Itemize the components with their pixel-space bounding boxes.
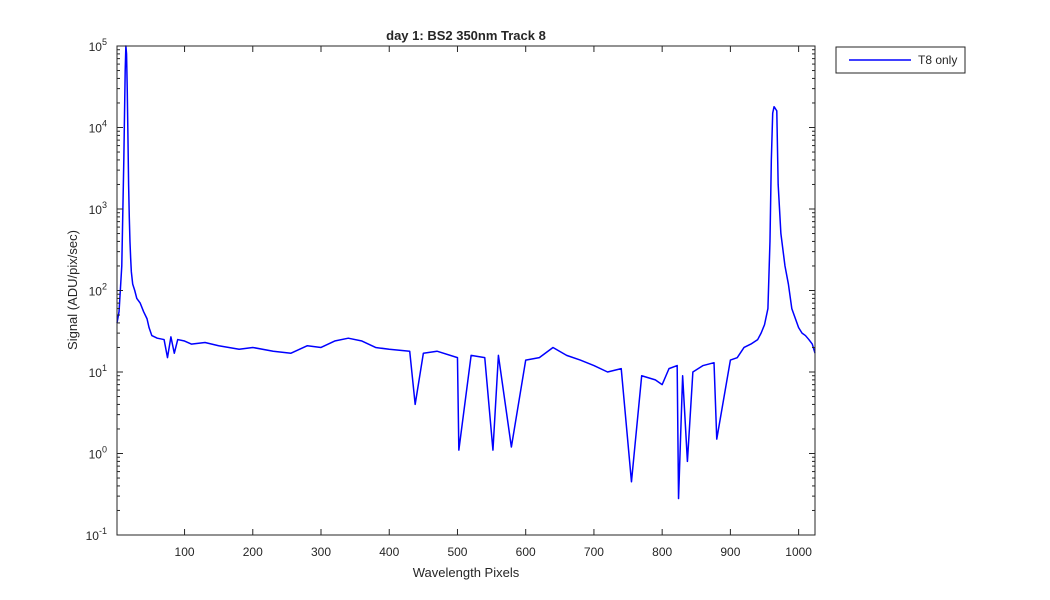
x-axis-label: Wavelength Pixels bbox=[413, 565, 520, 580]
y-tick-label-base: 10 bbox=[89, 366, 103, 380]
x-tick-label: 200 bbox=[243, 545, 263, 559]
legend-entry-label: T8 only bbox=[918, 53, 957, 67]
y-tick-label-exponent: -1 bbox=[99, 526, 107, 536]
y-tick-label-exponent: 3 bbox=[102, 200, 107, 210]
y-tick-label: 104 bbox=[89, 119, 107, 136]
x-tick-label: 700 bbox=[584, 545, 604, 559]
x-tick-label: 100 bbox=[175, 545, 195, 559]
x-tick-label: 900 bbox=[720, 545, 740, 559]
y-tick-label-base: 10 bbox=[89, 203, 103, 217]
data-lines bbox=[116, 45, 816, 500]
y-tick-label: 10-1 bbox=[86, 526, 107, 543]
x-tick-label: 1000 bbox=[785, 545, 812, 559]
x-tick-label: 500 bbox=[447, 545, 467, 559]
y-tick-label-base: 10 bbox=[89, 285, 103, 299]
y-tick-label-exponent: 1 bbox=[102, 363, 107, 373]
y-tick-label-base: 10 bbox=[89, 40, 103, 54]
y-tick-label: 101 bbox=[89, 363, 107, 380]
y-tick-label: 105 bbox=[89, 37, 107, 54]
x-axis: 100 200 300 400 500 600 700 800 900 1000 bbox=[175, 46, 812, 559]
plot-background bbox=[117, 46, 815, 535]
y-axis-label: Signal (ADU/pix/sec) bbox=[65, 230, 80, 350]
y-tick-label-base: 10 bbox=[89, 122, 103, 136]
y-tick-label: 103 bbox=[89, 200, 107, 217]
y-tick-label: 100 bbox=[89, 445, 107, 462]
x-tick-label: 300 bbox=[311, 545, 331, 559]
y-tick-label-exponent: 2 bbox=[102, 282, 107, 292]
legend: T8 only bbox=[835, 46, 966, 74]
y-tick-label-exponent: 4 bbox=[102, 119, 107, 129]
y-tick-label-exponent: 5 bbox=[102, 37, 107, 47]
chart-title: day 1: BS2 350nm Track 8 bbox=[386, 28, 546, 43]
y-tick-label-base: 10 bbox=[86, 529, 100, 543]
y-tick-label-exponent: 0 bbox=[102, 445, 107, 455]
plot-area bbox=[116, 45, 816, 536]
x-tick-label: 800 bbox=[652, 545, 672, 559]
series-line bbox=[116, 45, 816, 500]
y-tick-label: 102 bbox=[89, 282, 107, 299]
x-tick-label: 400 bbox=[379, 545, 399, 559]
x-tick-label: 600 bbox=[516, 545, 536, 559]
y-tick-label-base: 10 bbox=[89, 448, 103, 462]
